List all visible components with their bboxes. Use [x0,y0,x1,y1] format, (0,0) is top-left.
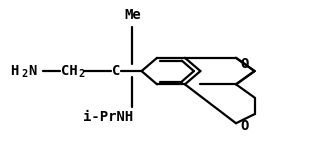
Text: O: O [240,57,249,71]
Text: O: O [240,119,249,133]
Text: Me: Me [124,8,141,22]
Text: CH: CH [61,64,78,78]
Text: i-PrNH: i-PrNH [83,110,133,124]
Text: H: H [10,64,18,78]
Text: N: N [28,64,36,78]
Text: 2: 2 [78,69,84,79]
Text: 2: 2 [22,69,28,79]
Text: C: C [112,64,120,78]
